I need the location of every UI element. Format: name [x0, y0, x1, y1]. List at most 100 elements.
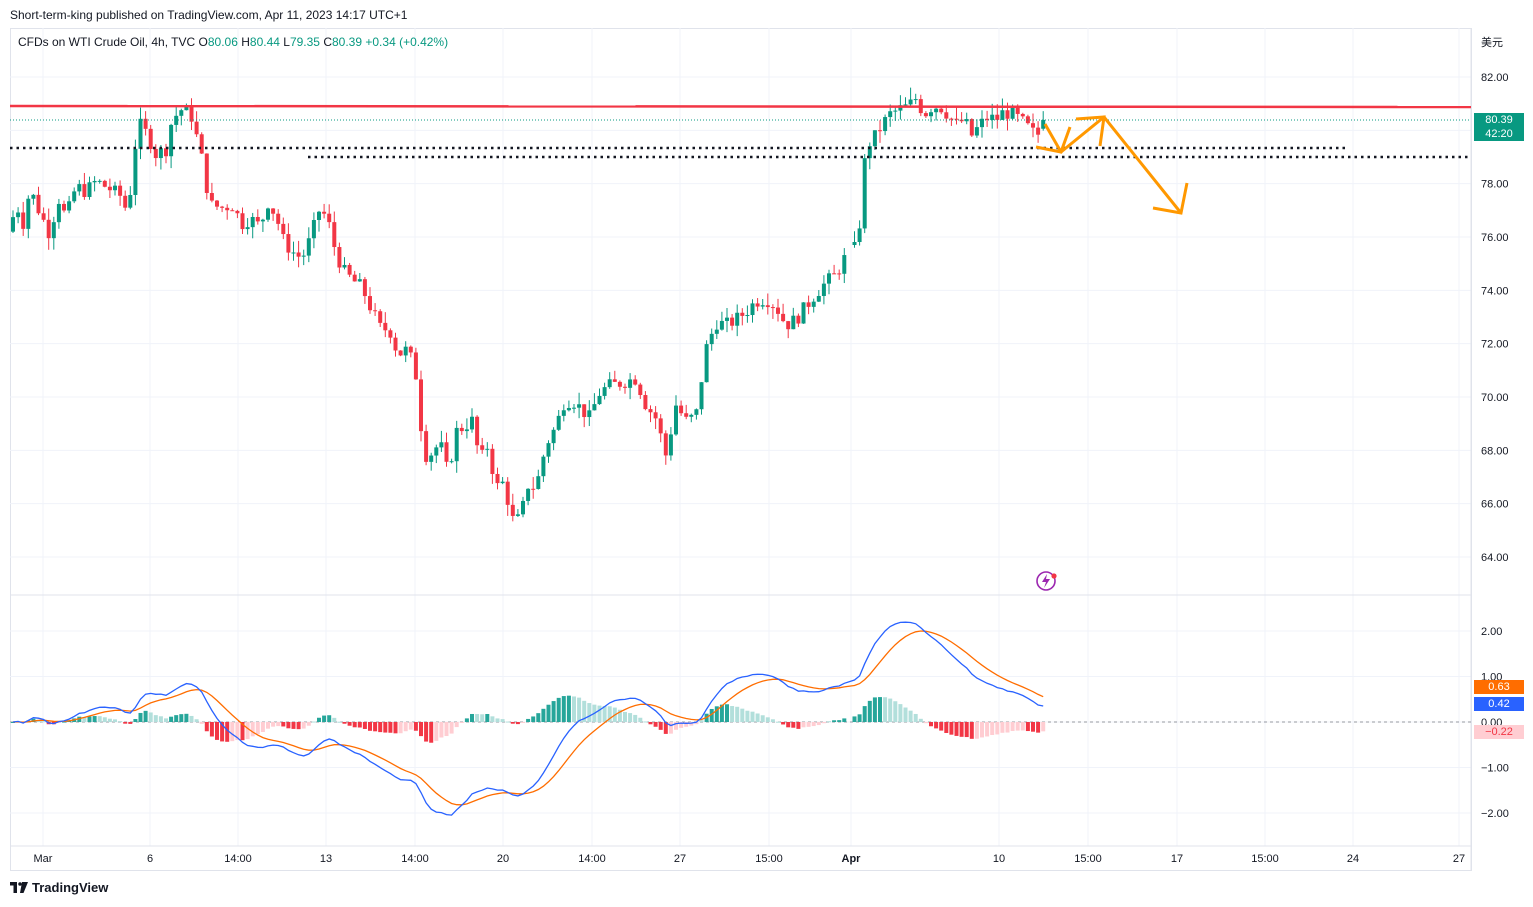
macd-histogram-bar: [271, 722, 276, 727]
candle-body: [92, 180, 97, 183]
macd-histogram-bar: [674, 722, 678, 730]
candle-body: [582, 404, 587, 418]
candle-body: [643, 395, 648, 410]
macd-histogram-bar: [419, 722, 423, 737]
projection-path[interactable]: [1043, 115, 1183, 214]
candle-body: [454, 427, 459, 462]
projection-arrowhead-1: [1035, 126, 1072, 154]
macd-histogram-bar: [87, 716, 92, 722]
candle-body: [719, 320, 724, 330]
macd-histogram-bar: [317, 717, 321, 722]
macd-histogram-bar: [663, 722, 668, 734]
candle-body: [714, 329, 719, 334]
grid-lines: [10, 28, 1471, 846]
candle-body: [148, 128, 153, 149]
macd-histogram-bar: [770, 719, 775, 722]
tradingview-logo[interactable]: TradingView: [10, 880, 108, 895]
candle-body: [153, 148, 158, 159]
candle-body: [128, 194, 133, 208]
macd-histogram-bar: [617, 709, 622, 722]
macd-histogram-bar: [225, 722, 230, 742]
candle-body: [250, 216, 255, 228]
macd-histogram-bar: [954, 722, 959, 736]
macd-histogram-bar: [449, 722, 454, 734]
macd-histogram-bar: [286, 722, 291, 729]
open-label: O: [198, 35, 208, 49]
macd-histogram-bar: [857, 714, 862, 722]
macd-histogram-bar: [949, 722, 954, 735]
candle-body: [1010, 107, 1015, 119]
macd-histogram-bar: [852, 716, 857, 722]
candle-body: [480, 445, 485, 450]
candle-body: [903, 104, 908, 106]
candle-body: [1015, 107, 1020, 114]
macd-histogram-bar: [577, 697, 582, 722]
time-tick-label: 15:00: [755, 853, 783, 865]
macd-histogram-bar: [821, 722, 826, 724]
candle-body: [857, 228, 862, 243]
macd-histogram-bar: [240, 722, 245, 741]
candle-body: [546, 443, 551, 457]
candle-body: [684, 413, 689, 417]
macd-histogram-bar: [250, 722, 255, 737]
candle-body: [306, 238, 311, 256]
macd-histogram-bar: [561, 696, 566, 722]
projection-arrowhead-2: [1075, 115, 1106, 147]
candle-body: [408, 346, 413, 353]
price-tick-label: 78.00: [1481, 179, 1509, 191]
candle-body: [556, 415, 561, 430]
lightning-icon[interactable]: [1036, 571, 1057, 591]
macd-histogram-bar: [454, 722, 459, 728]
candle-body: [342, 264, 347, 268]
candle-body: [439, 442, 444, 448]
candle-body: [709, 333, 714, 345]
candle-body: [41, 213, 46, 220]
macd-histogram-bar: [153, 715, 158, 722]
drawing-layer: [9, 104, 1472, 215]
candle-body: [194, 121, 199, 135]
macd-histogram-bar: [811, 722, 816, 727]
macd-histogram-bar: [745, 710, 750, 722]
candle-body: [923, 113, 928, 117]
macd-histogram-bar: [546, 704, 551, 722]
candle-body: [745, 315, 750, 317]
macd-histogram-bar: [311, 721, 316, 723]
candle-body: [357, 279, 362, 282]
resistance-line[interactable]: [9, 104, 1472, 109]
macd-histogram-bar: [796, 722, 801, 729]
candle-body: [322, 211, 327, 214]
candle-body: [929, 112, 933, 117]
candle-body: [485, 448, 490, 450]
macd-histogram-bar: [623, 711, 627, 722]
price-tick-label: 64.00: [1481, 552, 1509, 564]
candle-body: [883, 117, 888, 132]
candle-body: [347, 264, 352, 275]
macd-tick-label: −1.00: [1481, 763, 1509, 775]
macd-histogram-bar: [990, 722, 995, 736]
candle-body: [628, 379, 633, 388]
candle-body: [587, 410, 592, 418]
macd-histogram-bar: [1036, 722, 1041, 733]
candle-body: [301, 255, 306, 257]
macd-histogram-bar: [827, 721, 831, 723]
macd-histogram-bar: [1015, 722, 1020, 731]
macd-histogram-bar: [398, 722, 403, 734]
candle-body: [118, 185, 123, 196]
candle-body: [271, 208, 276, 214]
time-tick-label: 27: [1453, 853, 1465, 865]
macd-histogram-bar: [1031, 722, 1035, 732]
macd-histogram-bar: [337, 721, 342, 723]
macd-histogram-bar: [862, 706, 867, 722]
candle-body: [791, 315, 796, 330]
candle-body: [419, 379, 423, 432]
candle-body: [827, 273, 831, 284]
macd-histogram-bar: [378, 722, 383, 733]
candle-body: [821, 283, 826, 296]
macd-histogram-bar: [725, 704, 729, 722]
candle-body: [776, 307, 780, 314]
candle-body: [82, 184, 87, 197]
time-tick-label: 14:00: [578, 853, 606, 865]
macd-histogram-bar: [357, 722, 362, 728]
candle-body: [755, 303, 760, 307]
